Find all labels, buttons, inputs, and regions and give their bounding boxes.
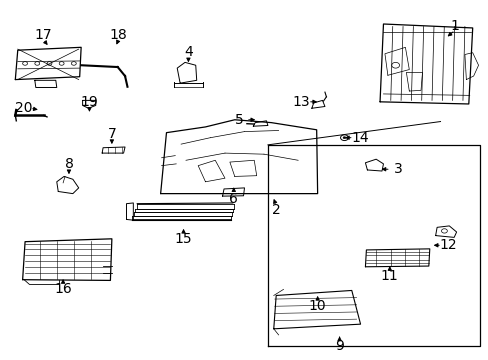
Text: 19: 19 bbox=[81, 95, 98, 109]
Text: 15: 15 bbox=[174, 232, 192, 246]
Text: 9: 9 bbox=[334, 339, 344, 353]
Text: 20: 20 bbox=[15, 101, 32, 115]
Text: 2: 2 bbox=[271, 203, 280, 217]
Text: 1: 1 bbox=[450, 19, 459, 33]
Text: 5: 5 bbox=[235, 113, 244, 127]
Circle shape bbox=[342, 136, 345, 139]
Text: 4: 4 bbox=[183, 45, 192, 59]
Text: 18: 18 bbox=[110, 28, 127, 42]
Text: 12: 12 bbox=[439, 238, 456, 252]
Text: 16: 16 bbox=[54, 282, 72, 296]
Text: 11: 11 bbox=[380, 269, 398, 283]
Text: 7: 7 bbox=[107, 127, 116, 141]
Text: 14: 14 bbox=[351, 131, 368, 145]
Text: 17: 17 bbox=[34, 28, 52, 42]
Text: 13: 13 bbox=[292, 95, 310, 109]
Text: 8: 8 bbox=[64, 157, 73, 171]
Text: 10: 10 bbox=[308, 299, 326, 313]
Text: 6: 6 bbox=[229, 192, 238, 206]
Text: 3: 3 bbox=[393, 162, 402, 176]
